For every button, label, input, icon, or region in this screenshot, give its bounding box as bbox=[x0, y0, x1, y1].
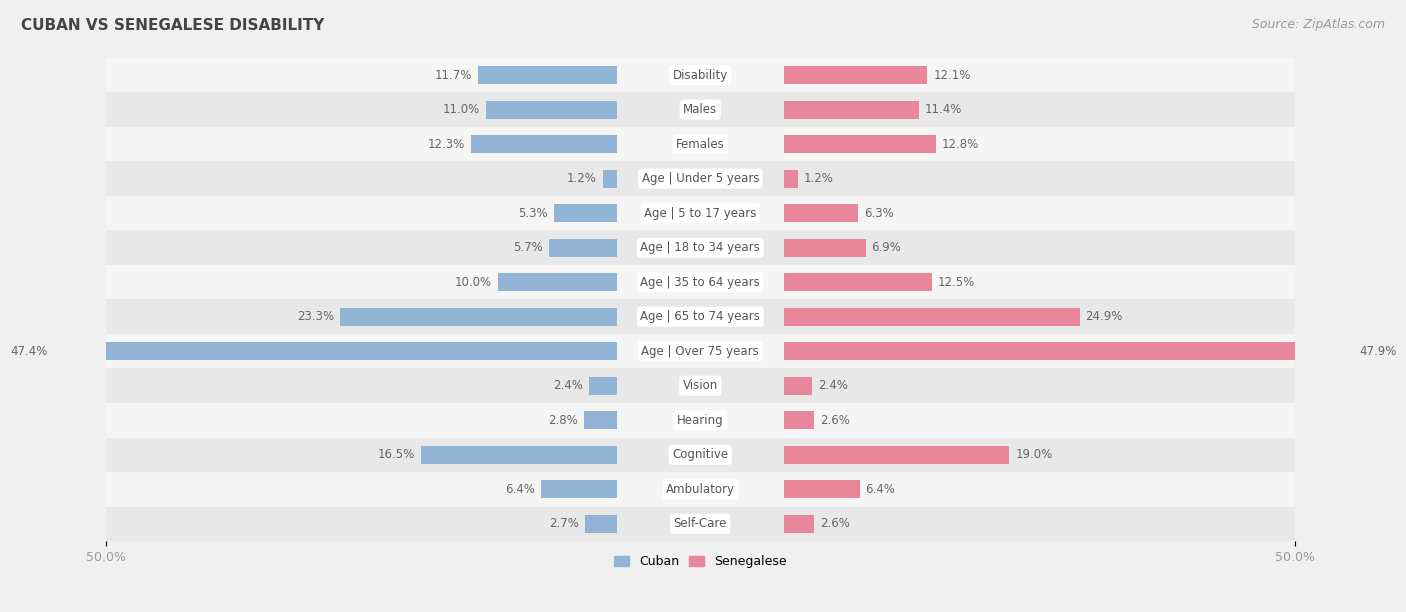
Text: 2.4%: 2.4% bbox=[818, 379, 848, 392]
Text: 1.2%: 1.2% bbox=[804, 172, 834, 185]
Text: 12.8%: 12.8% bbox=[942, 138, 979, 151]
Bar bbox=[105, 196, 1295, 231]
Text: 12.3%: 12.3% bbox=[427, 138, 465, 151]
Text: 11.0%: 11.0% bbox=[443, 103, 481, 116]
Text: Cognitive: Cognitive bbox=[672, 448, 728, 461]
Text: 12.5%: 12.5% bbox=[938, 275, 976, 289]
Bar bbox=[105, 231, 1295, 265]
Bar bbox=[478, 66, 617, 84]
Text: 2.7%: 2.7% bbox=[550, 517, 579, 531]
Bar bbox=[486, 100, 617, 119]
Text: 12.1%: 12.1% bbox=[934, 69, 970, 81]
Text: 19.0%: 19.0% bbox=[1015, 448, 1053, 461]
Bar bbox=[783, 66, 928, 84]
Text: Females: Females bbox=[676, 138, 724, 151]
Bar bbox=[783, 308, 1080, 326]
Text: 2.6%: 2.6% bbox=[820, 414, 851, 427]
Bar bbox=[105, 127, 1295, 162]
Bar bbox=[340, 308, 617, 326]
Text: Age | Under 5 years: Age | Under 5 years bbox=[641, 172, 759, 185]
Bar bbox=[783, 204, 859, 222]
Bar bbox=[783, 273, 932, 291]
Text: Age | 5 to 17 years: Age | 5 to 17 years bbox=[644, 207, 756, 220]
Text: 24.9%: 24.9% bbox=[1085, 310, 1123, 323]
Bar bbox=[105, 299, 1295, 334]
Text: Males: Males bbox=[683, 103, 717, 116]
Bar bbox=[420, 446, 617, 464]
Text: Age | 65 to 74 years: Age | 65 to 74 years bbox=[640, 310, 761, 323]
Bar bbox=[783, 100, 920, 119]
Text: Age | 18 to 34 years: Age | 18 to 34 years bbox=[640, 241, 761, 254]
Bar bbox=[585, 515, 617, 533]
Text: Self-Care: Self-Care bbox=[673, 517, 727, 531]
Bar bbox=[783, 411, 814, 429]
Bar bbox=[105, 507, 1295, 541]
Bar bbox=[105, 334, 1295, 368]
Text: 5.7%: 5.7% bbox=[513, 241, 543, 254]
Text: 16.5%: 16.5% bbox=[378, 448, 415, 461]
Text: 11.4%: 11.4% bbox=[925, 103, 962, 116]
Bar bbox=[783, 170, 797, 188]
Bar bbox=[471, 135, 617, 153]
Text: Age | Over 75 years: Age | Over 75 years bbox=[641, 345, 759, 358]
Text: Disability: Disability bbox=[672, 69, 728, 81]
Bar bbox=[105, 403, 1295, 438]
Bar bbox=[783, 480, 859, 498]
Bar bbox=[783, 515, 814, 533]
Text: 47.9%: 47.9% bbox=[1360, 345, 1396, 358]
Text: Vision: Vision bbox=[683, 379, 718, 392]
Bar bbox=[498, 273, 617, 291]
Bar bbox=[783, 377, 813, 395]
Bar bbox=[105, 58, 1295, 92]
Bar bbox=[550, 239, 617, 256]
Bar bbox=[554, 204, 617, 222]
Text: 5.3%: 5.3% bbox=[519, 207, 548, 220]
Bar bbox=[583, 411, 617, 429]
Text: 6.3%: 6.3% bbox=[865, 207, 894, 220]
Bar bbox=[105, 472, 1295, 507]
Text: Source: ZipAtlas.com: Source: ZipAtlas.com bbox=[1251, 18, 1385, 31]
Text: 47.4%: 47.4% bbox=[10, 345, 48, 358]
Text: 6.4%: 6.4% bbox=[866, 483, 896, 496]
Text: Age | 35 to 64 years: Age | 35 to 64 years bbox=[640, 275, 761, 289]
Text: 11.7%: 11.7% bbox=[434, 69, 472, 81]
Text: 10.0%: 10.0% bbox=[456, 275, 492, 289]
Text: CUBAN VS SENEGALESE DISABILITY: CUBAN VS SENEGALESE DISABILITY bbox=[21, 18, 325, 34]
Bar bbox=[105, 368, 1295, 403]
Text: 6.9%: 6.9% bbox=[872, 241, 901, 254]
Text: 1.2%: 1.2% bbox=[567, 172, 596, 185]
Bar bbox=[105, 162, 1295, 196]
Bar bbox=[783, 135, 936, 153]
Text: 23.3%: 23.3% bbox=[297, 310, 335, 323]
Text: Ambulatory: Ambulatory bbox=[666, 483, 735, 496]
Bar bbox=[541, 480, 617, 498]
Text: 2.8%: 2.8% bbox=[548, 414, 578, 427]
Bar bbox=[603, 170, 617, 188]
Bar bbox=[105, 92, 1295, 127]
Text: 2.6%: 2.6% bbox=[820, 517, 851, 531]
Text: 2.4%: 2.4% bbox=[553, 379, 582, 392]
Text: 6.4%: 6.4% bbox=[505, 483, 536, 496]
Bar bbox=[783, 342, 1353, 360]
Bar bbox=[105, 438, 1295, 472]
Text: Hearing: Hearing bbox=[676, 414, 724, 427]
Legend: Cuban, Senegalese: Cuban, Senegalese bbox=[609, 550, 792, 573]
Bar bbox=[105, 265, 1295, 299]
Bar bbox=[589, 377, 617, 395]
Bar bbox=[783, 446, 1010, 464]
Bar bbox=[53, 342, 617, 360]
Bar bbox=[783, 239, 866, 256]
